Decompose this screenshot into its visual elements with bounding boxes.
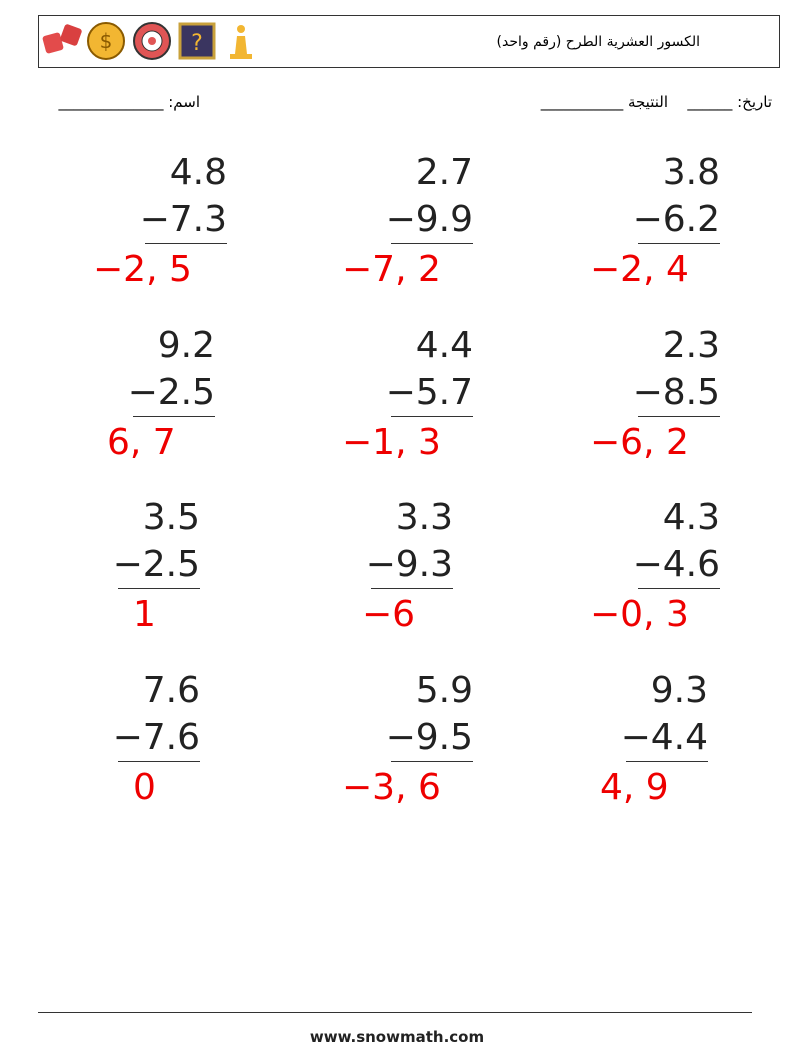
bottom-number: −8.5 xyxy=(632,372,720,413)
answer: −6 xyxy=(362,594,416,635)
bottom-number: −7.6 xyxy=(112,717,200,758)
answer-line xyxy=(371,588,453,589)
top-number: 5.9 xyxy=(415,670,473,711)
date-field: تاريخ: ______ xyxy=(687,93,772,111)
name-field: اسم: ______________ xyxy=(58,93,200,111)
bottom-number: −9.3 xyxy=(365,544,453,585)
top-number: 4.3 xyxy=(662,497,720,538)
top-number: 3.3 xyxy=(395,497,453,538)
top-number: 4.8 xyxy=(169,152,227,193)
answer: −1, 3 xyxy=(342,422,441,463)
answer: 4, 9 xyxy=(600,767,669,808)
answer: 0 xyxy=(133,767,156,808)
footer-rule xyxy=(38,1012,752,1013)
top-number: 4.4 xyxy=(415,325,473,366)
top-number: 3.5 xyxy=(142,497,200,538)
answer: 1 xyxy=(133,594,156,635)
answer-line xyxy=(391,243,473,244)
answer-line xyxy=(391,761,473,762)
top-number: 2.7 xyxy=(415,152,473,193)
header-icons: $ ? xyxy=(42,22,252,60)
top-number: 9.3 xyxy=(650,670,708,711)
bottom-number: −2.5 xyxy=(112,544,200,585)
answer: −7, 2 xyxy=(342,249,441,290)
header-box xyxy=(38,15,780,68)
answer-line xyxy=(626,761,708,762)
bottom-number: −2.5 xyxy=(127,372,215,413)
answer: −0, 3 xyxy=(590,594,689,635)
answer-line xyxy=(118,761,200,762)
score-field: النتيجة ___________ xyxy=(540,93,668,111)
bottom-number: −7.3 xyxy=(139,199,227,240)
answer-line xyxy=(118,588,200,589)
bottom-number: −6.2 xyxy=(632,199,720,240)
answer-line xyxy=(638,416,720,417)
answer-line xyxy=(638,588,720,589)
bottom-number: −4.4 xyxy=(620,717,708,758)
answer-line xyxy=(391,416,473,417)
answer: −6, 2 xyxy=(590,422,689,463)
top-number: 2.3 xyxy=(662,325,720,366)
answer: −2, 4 xyxy=(590,249,689,290)
answer: −3, 6 xyxy=(342,767,441,808)
bottom-number: −5.7 xyxy=(385,372,473,413)
bottom-number: −4.6 xyxy=(632,544,720,585)
top-number: 9.2 xyxy=(157,325,215,366)
footer-url: www.snowmath.com xyxy=(309,1028,485,1046)
title: الكسور العشرية الطرح (رقم واحد) xyxy=(496,34,700,50)
svg-text:$: $ xyxy=(100,29,113,53)
answer-line xyxy=(145,243,227,244)
answer: −2, 5 xyxy=(93,249,192,290)
answer: 6, 7 xyxy=(107,422,176,463)
answer-line xyxy=(638,243,720,244)
top-number: 3.8 xyxy=(662,152,720,193)
top-number: 7.6 xyxy=(142,670,200,711)
bottom-number: −9.9 xyxy=(385,199,473,240)
bottom-number: −9.5 xyxy=(385,717,473,758)
svg-text:?: ? xyxy=(191,31,203,56)
answer-line xyxy=(133,416,215,417)
